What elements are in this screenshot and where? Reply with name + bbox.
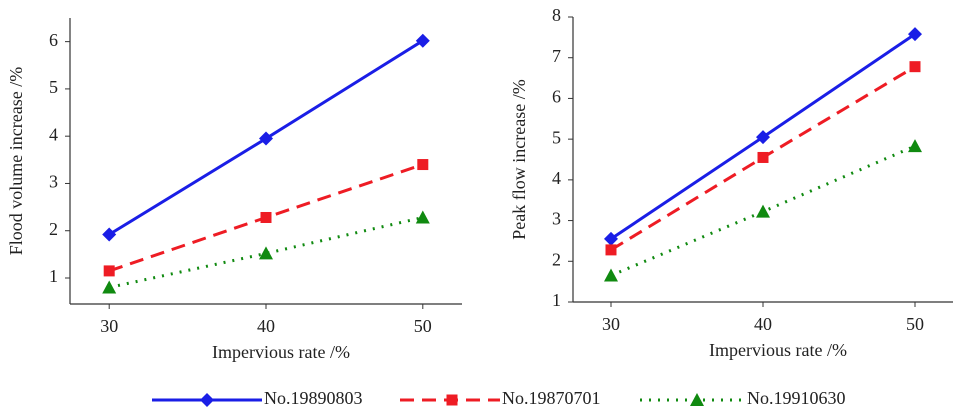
y-tick-label: 4: [49, 124, 58, 144]
y-tick-label: 7: [552, 46, 561, 66]
y-tick-label: 1: [49, 266, 58, 286]
marker: [102, 280, 117, 294]
y-tick-label: 6: [49, 30, 58, 50]
x-tick-label: 30: [100, 316, 118, 336]
marker: [909, 61, 921, 73]
marker: [446, 394, 458, 406]
marker: [259, 246, 273, 260]
marker: [200, 393, 214, 407]
x-tick-label: 40: [754, 314, 772, 334]
marker: [415, 210, 430, 224]
y-axis-title: Peak flow increase /%: [509, 79, 529, 239]
marker: [690, 393, 704, 406]
y-tick-label: 3: [552, 209, 561, 229]
legend-label: No.19890803: [264, 388, 363, 408]
y-tick-label: 2: [49, 219, 58, 239]
y-tick-label: 6: [552, 87, 561, 107]
y-tick-label: 2: [552, 249, 561, 269]
x-tick-label: 50: [906, 314, 924, 334]
marker: [908, 139, 922, 153]
x-axis-title: Impervious rate /%: [709, 340, 847, 360]
marker: [605, 244, 617, 256]
marker: [102, 227, 117, 242]
marker: [415, 33, 430, 48]
marker: [260, 211, 272, 223]
y-axis-title: Flood volume increase /%: [6, 67, 26, 255]
y-tick-label: 5: [552, 127, 561, 147]
marker: [103, 265, 115, 277]
marker: [259, 131, 273, 146]
marker: [604, 231, 618, 246]
legend-label: No.19870701: [502, 388, 601, 408]
marker: [757, 151, 769, 163]
marker: [756, 130, 770, 145]
y-tick-label: 3: [49, 172, 58, 192]
legend-label: No.19910630: [747, 388, 846, 408]
series-line: [610, 144, 916, 277]
marker: [604, 268, 618, 282]
x-tick-label: 30: [602, 314, 620, 334]
y-tick-label: 8: [552, 5, 561, 25]
y-tick-label: 1: [552, 290, 561, 310]
marker: [756, 204, 770, 218]
y-tick-label: 4: [552, 168, 561, 188]
x-tick-label: 50: [414, 316, 432, 336]
x-tick-label: 40: [257, 316, 275, 336]
x-axis-title: Impervious rate /%: [212, 342, 350, 362]
y-tick-label: 5: [49, 77, 58, 97]
marker: [908, 27, 922, 42]
marker: [417, 159, 429, 171]
